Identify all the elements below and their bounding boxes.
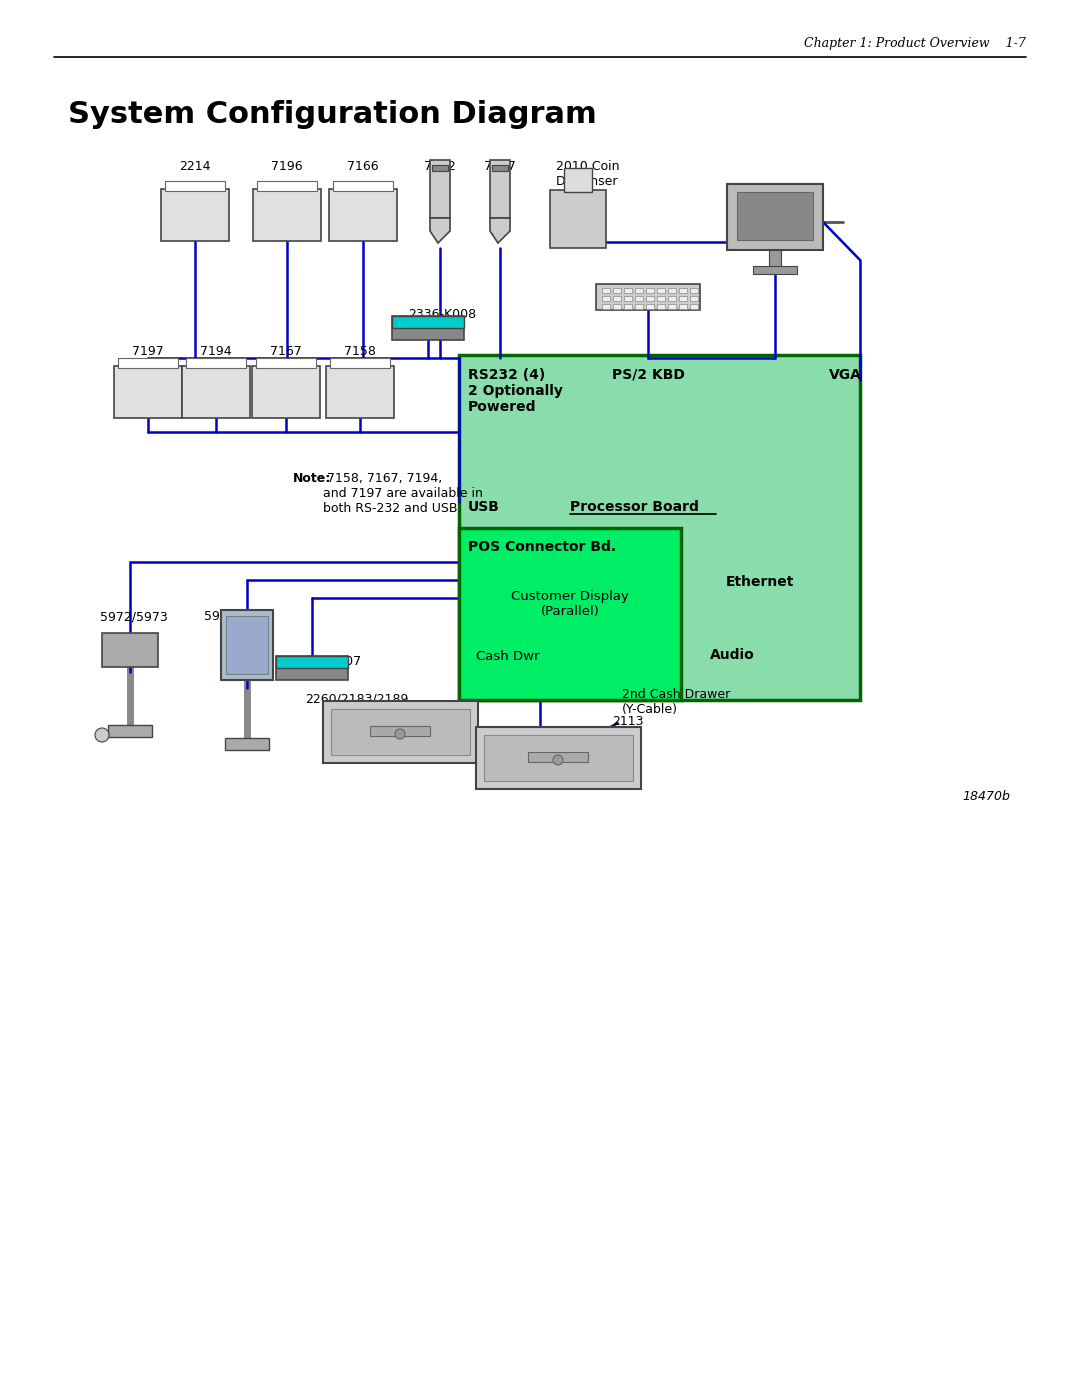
Text: 2113: 2113 [612, 715, 644, 728]
Bar [256, 358, 316, 367]
Text: Note:: Note: [293, 472, 332, 485]
Bar [370, 726, 430, 736]
Bar [613, 305, 621, 309]
Bar [624, 305, 632, 309]
Bar [276, 657, 348, 680]
Text: 5974: 5974 [204, 610, 235, 623]
Bar [183, 366, 249, 418]
Bar [613, 296, 621, 300]
Bar [492, 165, 508, 170]
Bar [476, 726, 642, 789]
Bar [602, 288, 610, 293]
Bar [690, 305, 698, 309]
Bar [657, 305, 665, 309]
Circle shape [553, 754, 563, 766]
Bar [392, 316, 464, 328]
Bar [118, 358, 178, 367]
Text: PS/2 KBD: PS/2 KBD [611, 367, 685, 381]
Text: 7158, 7167, 7194,
and 7197 are available in
both RS-232 and USB.: 7158, 7167, 7194, and 7197 are available… [323, 472, 483, 515]
Bar [276, 657, 348, 668]
Text: POS Connector Bd.: POS Connector Bd. [468, 541, 616, 555]
Bar [253, 189, 321, 242]
Bar [602, 296, 610, 300]
Bar [323, 701, 478, 763]
Bar [459, 528, 681, 700]
Bar [161, 189, 229, 242]
Text: 7837: 7837 [484, 161, 516, 173]
Text: Processor Board: Processor Board [570, 500, 699, 514]
Text: Cash Dwr: Cash Dwr [476, 650, 540, 664]
Text: 7196: 7196 [271, 161, 302, 173]
Bar [613, 288, 621, 293]
Bar [432, 165, 448, 170]
Text: 18470b: 18470b [962, 789, 1010, 803]
Circle shape [395, 729, 405, 739]
Bar [679, 296, 687, 300]
Text: Ethernet: Ethernet [726, 576, 794, 590]
Bar [635, 288, 643, 293]
Text: 2336-K007: 2336-K007 [293, 655, 361, 668]
Bar [690, 288, 698, 293]
Bar [165, 182, 225, 191]
Bar [753, 265, 797, 274]
Bar [669, 288, 676, 293]
Bar [221, 610, 273, 680]
Bar [459, 355, 860, 700]
Text: 5972/5973: 5972/5973 [100, 610, 167, 623]
Text: 7167: 7167 [270, 345, 302, 358]
Bar [550, 190, 606, 249]
Bar [330, 358, 390, 367]
Bar [326, 366, 394, 418]
Bar [329, 189, 397, 242]
Text: Customer Display
(Parallel): Customer Display (Parallel) [511, 590, 629, 617]
Bar [225, 738, 269, 750]
Bar [108, 725, 152, 738]
Bar [114, 366, 183, 418]
Bar [252, 366, 320, 418]
Polygon shape [430, 218, 450, 243]
Text: Audio: Audio [710, 648, 755, 662]
Bar [679, 305, 687, 309]
Text: 2260/2183/2189: 2260/2183/2189 [306, 692, 408, 705]
Text: 7892: 7892 [424, 161, 456, 173]
Bar [257, 182, 318, 191]
Circle shape [95, 728, 109, 742]
Bar [624, 296, 632, 300]
Text: 7197: 7197 [132, 345, 164, 358]
Bar [226, 616, 268, 673]
Bar [596, 284, 700, 310]
Bar [490, 161, 510, 218]
Text: 2336-K008: 2336-K008 [408, 307, 476, 321]
Bar [484, 735, 633, 781]
Bar [102, 633, 158, 666]
Bar [330, 710, 470, 754]
Bar [186, 358, 246, 367]
Bar [392, 316, 464, 339]
Bar [602, 305, 610, 309]
Text: 7194: 7194 [200, 345, 232, 358]
Text: 7166: 7166 [347, 161, 379, 173]
Text: VGA: VGA [828, 367, 862, 381]
Bar [669, 296, 676, 300]
Text: RS232 (4)
2 Optionally
Powered: RS232 (4) 2 Optionally Powered [468, 367, 563, 415]
Polygon shape [490, 218, 510, 243]
Bar [657, 288, 665, 293]
Bar [333, 182, 393, 191]
Text: Chapter 1: Product Overview    1-7: Chapter 1: Product Overview 1-7 [805, 36, 1026, 50]
Bar [646, 288, 654, 293]
Bar [657, 296, 665, 300]
Bar [635, 296, 643, 300]
Bar [564, 168, 592, 191]
Bar [646, 305, 654, 309]
Text: System Configuration Diagram: System Configuration Diagram [68, 101, 597, 129]
Text: USB: USB [468, 500, 500, 514]
Bar [624, 288, 632, 293]
Text: 2010 Coin
Dispenser: 2010 Coin Dispenser [556, 161, 620, 189]
Bar [727, 184, 823, 250]
Bar [528, 752, 588, 761]
Text: 2nd Cash Drawer
(Y-Cable): 2nd Cash Drawer (Y-Cable) [622, 687, 730, 717]
Bar [679, 288, 687, 293]
Bar [669, 305, 676, 309]
Bar [430, 161, 450, 218]
Text: 7158: 7158 [345, 345, 376, 358]
